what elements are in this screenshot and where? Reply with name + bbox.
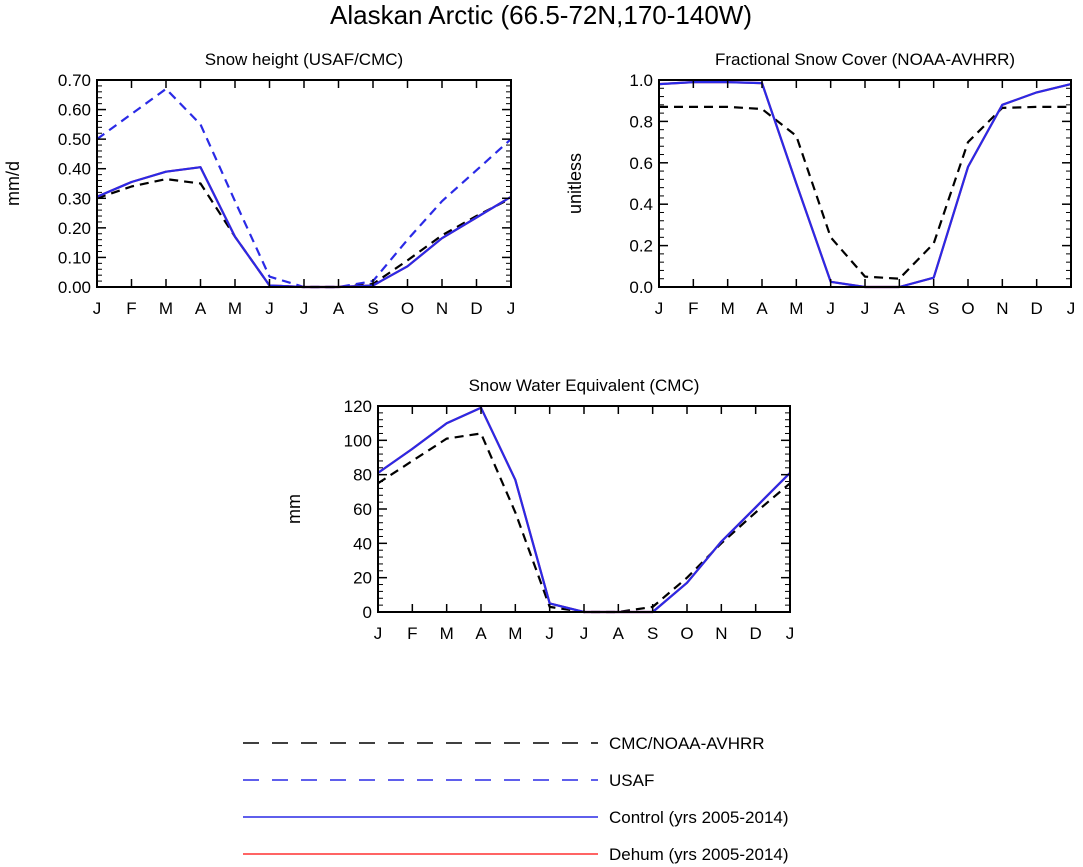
series-line (96, 166, 512, 289)
y-tick-label: 20 (353, 569, 372, 588)
x-tick-label: A (195, 299, 207, 318)
x-tick-label: F (126, 299, 136, 318)
x-tick-label: J (545, 624, 554, 643)
x-tick-label: F (688, 299, 698, 318)
x-tick-label: J (374, 624, 383, 643)
x-tick-label: F (407, 624, 417, 643)
y-tick-label: 0.40 (58, 160, 91, 179)
x-tick-label: J (1067, 299, 1076, 318)
y-tick-label: 60 (353, 500, 372, 519)
y-tick-label: 0.50 (58, 130, 91, 149)
x-tick-label: D (750, 624, 762, 643)
series-line (377, 432, 791, 614)
x-tick-label: J (93, 299, 102, 318)
y-tick-label: 0.00 (58, 278, 91, 297)
y-tick-label: 0.6 (629, 154, 653, 173)
y-axis-label: unitless (565, 153, 585, 214)
series-line (658, 80, 1072, 289)
chart-snow-height: Snow height (USAF/CMC)mm/dJ F M A M J J A S O N D J0… (3, 50, 515, 318)
x-tick-label: M (721, 299, 735, 318)
x-tick-label: J (580, 624, 589, 643)
y-tick-label: 0.4 (629, 195, 653, 214)
x-tick-label: A (333, 299, 345, 318)
x-tick-label: A (756, 299, 768, 318)
y-axis-label: mm/d (3, 161, 23, 206)
x-tick-label: M (228, 299, 242, 318)
y-axis-label: mm (284, 494, 304, 524)
x-tick-label: N (996, 299, 1008, 318)
x-tick-label: A (894, 299, 906, 318)
series-line (659, 105, 1071, 280)
y-tick-label: 120 (344, 397, 372, 416)
y-tick-label: 0.2 (629, 237, 653, 256)
y-tick-label: 0.8 (629, 112, 653, 131)
x-tick-label: D (470, 299, 482, 318)
series-line (377, 406, 791, 614)
x-tick-label: S (647, 624, 658, 643)
y-tick-label: 40 (353, 534, 372, 553)
y-tick-label: 100 (344, 431, 372, 450)
legend-label: CMC/NOAA-AVHRR (609, 734, 765, 753)
x-tick-label: M (789, 299, 803, 318)
x-tick-label: O (401, 299, 414, 318)
y-tick-label: 80 (353, 466, 372, 485)
x-tick-label: M (159, 299, 173, 318)
chart-title: Snow Water Equivalent (CMC) (469, 376, 700, 395)
plot-frame (658, 79, 1072, 288)
x-tick-label: J (786, 624, 795, 643)
figure-title: Alaskan Arctic (66.5-72N,170-140W) (330, 0, 752, 30)
x-tick-label: J (507, 299, 516, 318)
x-tick-label: N (436, 299, 448, 318)
legend-label: Dehum (yrs 2005-2014) (609, 845, 789, 864)
x-tick-label: S (367, 299, 378, 318)
x-tick-label: J (300, 299, 309, 318)
x-tick-label: J (265, 299, 274, 318)
x-tick-label: O (680, 624, 693, 643)
chart-title: Snow height (USAF/CMC) (205, 50, 403, 69)
x-tick-label: O (961, 299, 974, 318)
y-tick-label: 1.0 (629, 71, 653, 90)
x-tick-label: J (655, 299, 664, 318)
legend-label: Control (yrs 2005-2014) (609, 808, 789, 827)
x-tick-label: D (1031, 299, 1043, 318)
x-tick-label: J (861, 299, 870, 318)
x-tick-label: J (826, 299, 835, 318)
x-tick-label: M (508, 624, 522, 643)
series-line (377, 406, 791, 614)
x-tick-label: M (440, 624, 454, 643)
y-tick-label: 0.20 (58, 219, 91, 238)
legend: CMC/NOAA-AVHRR USAF Control (yrs 2005-2014… (243, 734, 789, 864)
series-line (96, 87, 512, 289)
x-tick-label: A (613, 624, 625, 643)
y-tick-label: 0.60 (58, 101, 91, 120)
x-tick-label: A (475, 624, 487, 643)
chart-snow-cover: Fractional Snow Cover (NOAA-AVHRR) unitle… (565, 50, 1075, 318)
series-line (96, 166, 512, 289)
y-tick-label: 0.30 (58, 189, 91, 208)
series-line (658, 80, 1072, 289)
y-tick-label: 0 (363, 603, 372, 622)
y-tick-label: 0.0 (629, 278, 653, 297)
y-tick-label: 0.70 (58, 71, 91, 90)
y-tick-label: 0.10 (58, 248, 91, 267)
plot-frame (377, 405, 791, 613)
chart-swe: Snow Water Equivalent (CMC) mm J F M A M J J A S O N… (284, 376, 794, 643)
x-tick-label: S (928, 299, 939, 318)
plot-frame (96, 79, 512, 288)
chart-title: Fractional Snow Cover (NOAA-AVHRR) (715, 50, 1015, 69)
legend-label: USAF (609, 771, 654, 790)
x-tick-label: N (715, 624, 727, 643)
